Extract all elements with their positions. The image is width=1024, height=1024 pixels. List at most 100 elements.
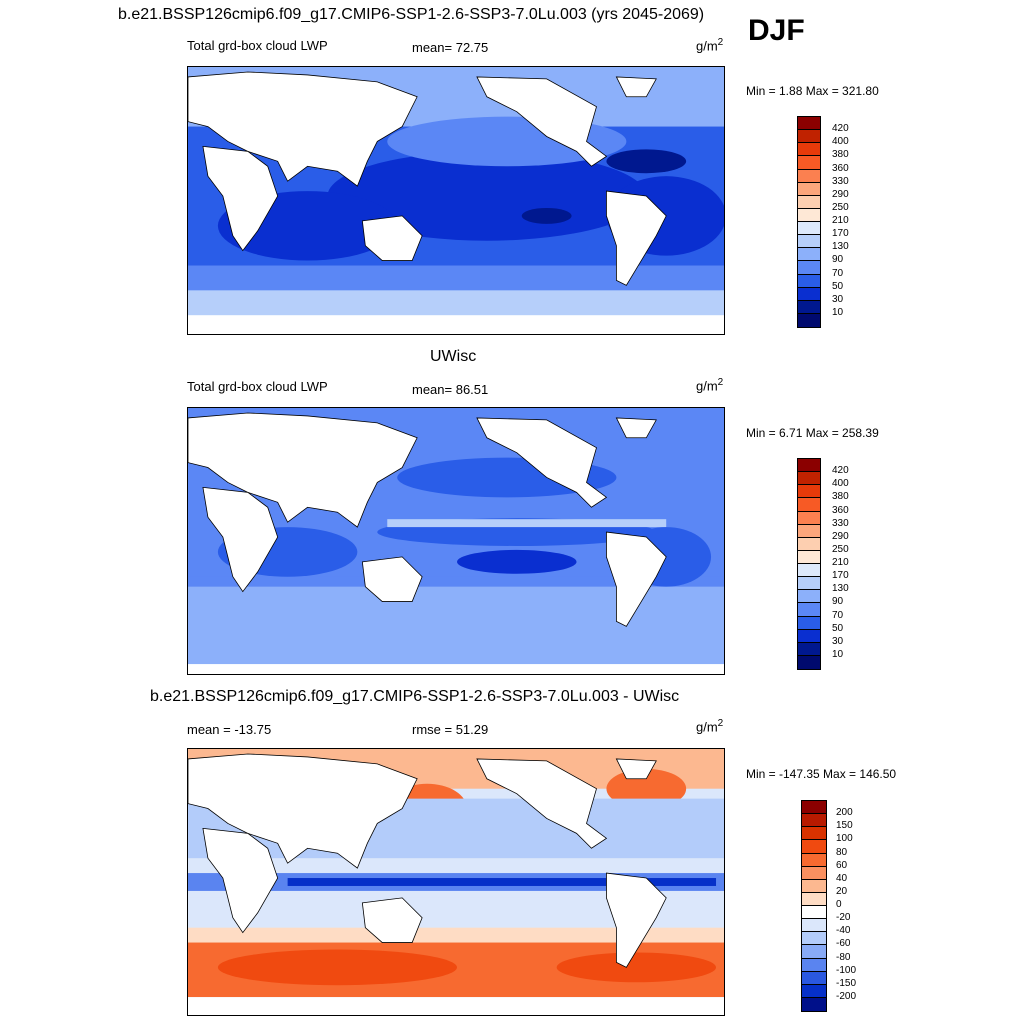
colorbar-label: 30 bbox=[832, 635, 844, 647]
colorbar-label: 90 bbox=[832, 254, 844, 266]
colorbar-swatch bbox=[798, 169, 820, 183]
colorbar-swatch bbox=[802, 840, 826, 854]
colorbar-label: 70 bbox=[832, 267, 844, 279]
colorbar-label: 90 bbox=[832, 596, 844, 608]
panel3-minmax: Min = -147.35 Max = 146.50 bbox=[746, 767, 897, 781]
colorbar-label: 60 bbox=[836, 859, 848, 871]
panel3-map bbox=[187, 748, 725, 1016]
colorbar-swatch bbox=[798, 287, 820, 301]
colorbar-swatch bbox=[802, 971, 826, 985]
colorbar-swatch bbox=[802, 945, 826, 959]
colorbar-swatch bbox=[798, 603, 820, 617]
panel2-colorbar bbox=[797, 458, 821, 670]
colorbar-swatch bbox=[798, 274, 820, 288]
colorbar-label: 130 bbox=[832, 241, 849, 253]
colorbar-label: -200 bbox=[836, 990, 857, 1002]
colorbar-label: 80 bbox=[836, 846, 848, 858]
colorbar-label: 420 bbox=[832, 465, 849, 477]
colorbar-swatch bbox=[802, 932, 826, 946]
colorbar-swatch bbox=[802, 997, 826, 1011]
panel1-minmax: Min = 1.88 Max = 321.80 bbox=[746, 84, 879, 98]
colorbar-swatch bbox=[798, 130, 820, 144]
panel1-colorbar-labels: 420 400 380 360 330 290 250 210 170 130 90 70 50 30 10 bbox=[832, 116, 872, 328]
colorbar-swatch bbox=[802, 984, 826, 998]
colorbar-swatch bbox=[798, 195, 820, 209]
colorbar-swatch bbox=[798, 143, 820, 157]
colorbar-label: 290 bbox=[832, 188, 849, 200]
colorbar-swatch bbox=[798, 642, 820, 656]
colorbar-label: 50 bbox=[832, 280, 844, 292]
colorbar-label: 380 bbox=[832, 149, 849, 161]
colorbar-swatch bbox=[802, 906, 826, 920]
colorbar-label: -80 bbox=[836, 951, 851, 963]
colorbar-label: 50 bbox=[832, 622, 844, 634]
colorbar-swatch bbox=[798, 117, 820, 131]
panel2-minmax: Min = 6.71 Max = 258.39 bbox=[746, 426, 879, 440]
colorbar-swatch bbox=[802, 866, 826, 880]
colorbar-label: 100 bbox=[836, 833, 853, 845]
colorbar-label: 290 bbox=[832, 530, 849, 542]
colorbar-label: 420 bbox=[832, 123, 849, 135]
colorbar-label: 400 bbox=[832, 478, 849, 490]
colorbar-label: -60 bbox=[836, 938, 851, 950]
colorbar-label: 400 bbox=[832, 136, 849, 148]
colorbar-swatch bbox=[798, 222, 820, 236]
colorbar-swatch bbox=[798, 590, 820, 604]
colorbar-label: 210 bbox=[832, 557, 849, 568]
colorbar-swatch bbox=[798, 511, 820, 525]
colorbar-label: -20 bbox=[836, 912, 851, 924]
panel3-colorbar bbox=[801, 800, 827, 1012]
colorbar-swatch bbox=[798, 313, 820, 327]
colorbar-swatch bbox=[802, 853, 826, 867]
colorbar-label: 210 bbox=[832, 215, 849, 226]
colorbar-swatch bbox=[798, 182, 820, 196]
colorbar-label: 200 bbox=[836, 807, 853, 819]
colorbar-label: 380 bbox=[832, 491, 849, 503]
colorbar-swatch bbox=[798, 577, 820, 591]
colorbar-swatch bbox=[798, 300, 820, 314]
colorbar-label: 360 bbox=[832, 504, 849, 516]
colorbar-swatch bbox=[798, 616, 820, 630]
panel2-colorbar-labels: 420 400 380 360 330 290 250 210 170 130 90 70 50 30 10 bbox=[832, 458, 872, 670]
colorbar-swatch bbox=[798, 498, 820, 512]
colorbar-swatch bbox=[802, 801, 826, 815]
colorbar-swatch bbox=[798, 208, 820, 222]
panel1-colorbar bbox=[797, 116, 821, 328]
colorbar-swatch bbox=[798, 459, 820, 473]
colorbar-label: 170 bbox=[832, 228, 849, 240]
panel2-map bbox=[187, 407, 725, 675]
colorbar-label: 150 bbox=[836, 820, 853, 832]
colorbar-swatch bbox=[802, 892, 826, 906]
colorbar-label: 70 bbox=[832, 609, 844, 621]
colorbar-swatch bbox=[798, 156, 820, 170]
colorbar-swatch bbox=[802, 879, 826, 893]
panel2-units: g/m2 bbox=[696, 377, 724, 394]
colorbar-swatch bbox=[798, 472, 820, 486]
colorbar-swatch bbox=[798, 248, 820, 262]
colorbar-swatch bbox=[802, 958, 826, 972]
panel3-mean-label: mean = -13.75 bbox=[187, 722, 272, 737]
colorbar-label: 0 bbox=[836, 899, 842, 910]
panel2-mean-label: mean= 86.51 bbox=[412, 382, 489, 397]
colorbar-label: -150 bbox=[836, 977, 857, 989]
colorbar-label: 20 bbox=[836, 885, 848, 897]
colorbar-label: 360 bbox=[832, 162, 849, 174]
colorbar-swatch bbox=[798, 485, 820, 499]
colorbar-label: -40 bbox=[836, 925, 851, 937]
colorbar-label: 40 bbox=[836, 872, 848, 884]
colorbar-label: 250 bbox=[832, 201, 849, 213]
colorbar-label: 170 bbox=[832, 570, 849, 582]
colorbar-swatch bbox=[802, 919, 826, 933]
colorbar-swatch bbox=[798, 235, 820, 249]
colorbar-label: 250 bbox=[832, 543, 849, 555]
panel1-mean-label: mean= 72.75 bbox=[412, 40, 489, 55]
colorbar-swatch bbox=[798, 655, 820, 669]
colorbar-swatch bbox=[798, 537, 820, 551]
top-title: b.e21.BSSP126cmip6.f09_g17.CMIP6-SSP1-2.… bbox=[118, 6, 705, 23]
colorbar-swatch bbox=[798, 524, 820, 538]
colorbar-label: -100 bbox=[836, 964, 857, 976]
colorbar-swatch bbox=[798, 550, 820, 564]
season-label: DJF bbox=[748, 14, 805, 47]
bottom-title: b.e21.BSSP126cmip6.f09_g17.CMIP6-SSP1-2.… bbox=[150, 688, 680, 705]
panel1-variable-label: Total grd-box cloud LWP bbox=[187, 38, 328, 53]
